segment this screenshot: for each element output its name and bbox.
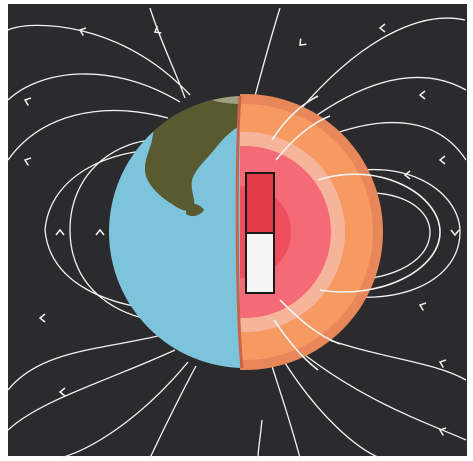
magnet-north-pole xyxy=(245,172,275,234)
field-arrow-icon xyxy=(23,157,32,166)
field-arrow-icon xyxy=(438,155,446,165)
field-line-front xyxy=(279,299,341,345)
field-arrow-icon xyxy=(403,170,411,180)
field-arrow-icon xyxy=(153,25,162,34)
field-line-left xyxy=(7,73,181,103)
field-arrow-icon xyxy=(450,229,460,237)
magnetic-field-lines xyxy=(7,7,467,459)
field-line-front xyxy=(273,319,319,371)
field-lines-front xyxy=(271,95,441,371)
field-arrow-icon xyxy=(58,387,66,397)
earth-globe xyxy=(109,94,383,370)
cut-edge xyxy=(235,95,244,369)
field-arrow-icon xyxy=(438,359,447,368)
field-line-left xyxy=(59,361,189,459)
field-arrow-icon xyxy=(418,90,426,100)
field-line-left xyxy=(7,349,176,431)
field-line-polar xyxy=(149,365,197,459)
magnet-south-pole xyxy=(245,232,275,294)
field-line-left xyxy=(44,149,161,311)
field-arrow-icon xyxy=(378,23,386,33)
field-arrow-icon xyxy=(55,228,65,236)
field-arrow-icon xyxy=(23,97,32,106)
field-line-polar xyxy=(149,7,186,99)
field-line-left xyxy=(69,138,171,323)
field-line-right xyxy=(291,344,467,441)
bar-magnet-icon xyxy=(245,172,275,294)
field-line-front xyxy=(271,95,319,141)
field-line-polar xyxy=(257,419,263,459)
field-line-front xyxy=(317,173,441,293)
field-line-right xyxy=(317,122,467,161)
field-arrow-icon xyxy=(438,427,447,436)
field-arrow-icon xyxy=(95,228,105,236)
field-line-left xyxy=(7,109,169,161)
field-arrow-icon xyxy=(38,313,46,323)
field-line-left xyxy=(7,334,163,391)
field-line-polar xyxy=(271,365,301,459)
field-line-right xyxy=(309,76,467,121)
field-line-right xyxy=(299,17,466,111)
field-arrow-icon xyxy=(299,38,307,46)
field-arrow-icon xyxy=(78,27,87,36)
field-line-polar xyxy=(254,7,281,97)
field-line-front xyxy=(275,115,331,161)
field-line-right xyxy=(317,168,461,298)
continent-north-america xyxy=(144,96,248,211)
field-line-right xyxy=(279,354,381,459)
field-arrow-icon xyxy=(418,302,427,311)
ice-cap xyxy=(206,96,248,104)
caribbean-land xyxy=(186,203,204,217)
